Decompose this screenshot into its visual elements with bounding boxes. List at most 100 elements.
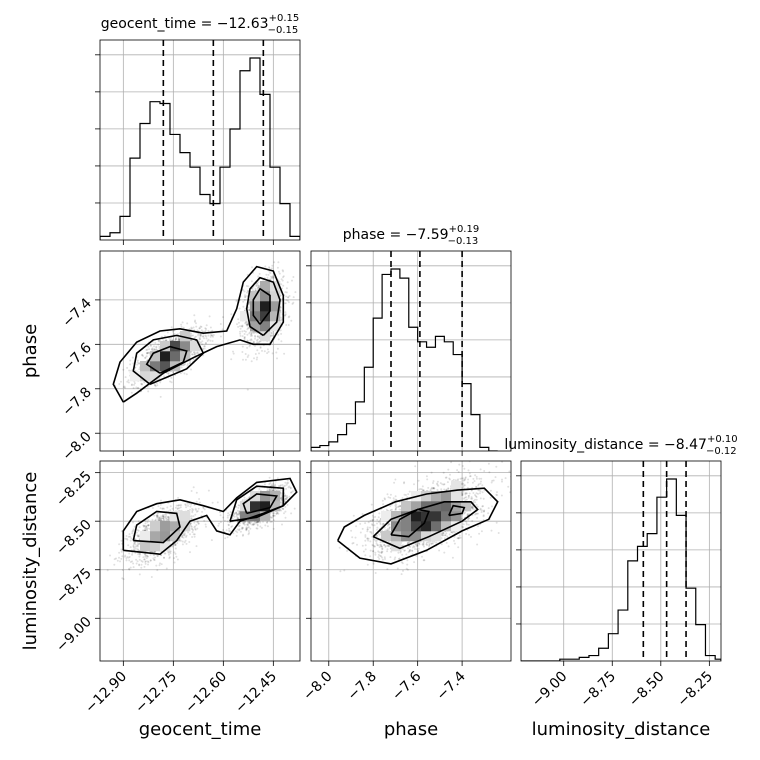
sample-point: [236, 323, 238, 326]
sample-point: [243, 333, 246, 335]
sample-point: [128, 567, 130, 570]
sample-point: [228, 513, 231, 516]
sample-point: [239, 330, 241, 333]
sample-point: [246, 323, 249, 326]
sample-point: [136, 548, 139, 551]
sample-point: [190, 515, 193, 518]
sample-point: [146, 560, 149, 563]
density-cell: [140, 371, 151, 382]
sample-point: [159, 519, 162, 521]
sample-point: [258, 341, 261, 343]
sample-point: [271, 352, 274, 355]
sample-point: [252, 340, 255, 343]
sample-point: [242, 358, 244, 361]
sample-point: [197, 522, 200, 525]
sample-point: [181, 321, 184, 324]
sample-point: [237, 513, 240, 516]
sample-point: [249, 522, 252, 525]
sample-point: [183, 534, 186, 537]
sample-point: [246, 294, 249, 297]
sample-point: [165, 338, 168, 341]
sample-point: [245, 323, 248, 326]
sample-point: [145, 524, 148, 527]
sample-point: [182, 364, 185, 367]
sample-point: [146, 527, 149, 530]
sample-point: [252, 523, 255, 526]
sample-point: [180, 504, 183, 507]
sample-point: [134, 545, 137, 548]
sample-point: [205, 525, 207, 528]
sample-point: [157, 343, 160, 346]
sample-point: [154, 349, 157, 351]
sample-point: [193, 533, 196, 536]
sample-point: [140, 566, 143, 569]
sample-point: [248, 532, 251, 534]
sample-point: [191, 511, 194, 514]
sample-point: [136, 529, 139, 531]
sample-point: [113, 563, 116, 566]
sample-point: [143, 381, 146, 384]
sample-point: [186, 502, 189, 505]
sample-point: [268, 487, 271, 490]
sample-point: [246, 291, 249, 294]
sample-point: [181, 536, 184, 539]
sample-point: [244, 353, 247, 355]
sample-point: [206, 340, 209, 342]
sample-point: [135, 386, 138, 389]
sample-point: [248, 522, 251, 525]
sample-point: [201, 510, 204, 513]
sample-point: [242, 305, 245, 308]
sample-point: [130, 537, 133, 540]
sample-point: [283, 352, 286, 355]
sample-point: [251, 334, 253, 337]
sample-point: [176, 542, 179, 544]
sample-point: [286, 503, 289, 506]
sample-point: [137, 362, 140, 365]
contour-level: [145, 345, 188, 374]
sample-point: [167, 516, 169, 519]
sample-point: [243, 499, 246, 502]
sample-point: [245, 527, 248, 530]
sample-point: [128, 552, 131, 555]
sample-point: [182, 326, 185, 329]
sample-point: [162, 517, 165, 520]
sample-point: [275, 351, 278, 354]
sample-point: [137, 520, 140, 523]
sample-point: [194, 319, 197, 322]
sample-point: [129, 535, 132, 538]
sample-point: [162, 517, 165, 520]
sample-point: [269, 272, 272, 275]
sample-point: [118, 383, 121, 385]
sample-point: [122, 386, 125, 389]
sample-point: [148, 348, 151, 351]
sample-point: [235, 512, 238, 514]
density-cell: [250, 321, 261, 332]
sample-point: [154, 518, 157, 521]
sample-point: [246, 523, 249, 526]
sample-point: [257, 285, 260, 288]
sample-point: [254, 331, 257, 334]
sample-point: [212, 335, 214, 338]
sample-point: [288, 485, 291, 488]
sample-point: [229, 511, 232, 513]
sample-point: [277, 338, 280, 341]
sample-point: [247, 524, 250, 527]
sample-point: [131, 553, 134, 556]
sample-point: [261, 349, 263, 352]
sample-point: [153, 559, 156, 561]
sample-point: [190, 518, 193, 521]
sample-point: [293, 507, 296, 510]
sample-point: [250, 360, 253, 363]
sample-point: [281, 269, 284, 272]
sample-point: [246, 346, 249, 349]
sample-point: [153, 348, 156, 351]
sample-point: [244, 296, 247, 299]
sample-point: [241, 527, 243, 530]
sample-point: [161, 517, 164, 520]
sample-point: [194, 513, 197, 516]
sample-point: [280, 497, 283, 500]
sample-point: [263, 350, 266, 353]
sample-point: [250, 280, 253, 283]
hist-panel-phase: [306, 250, 512, 456]
sample-point: [167, 518, 170, 521]
